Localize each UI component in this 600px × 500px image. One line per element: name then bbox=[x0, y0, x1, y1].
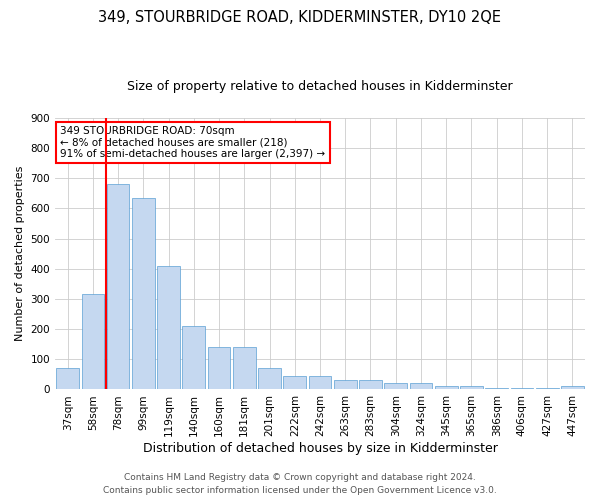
Bar bbox=[334, 380, 356, 390]
Text: 349 STOURBRIDGE ROAD: 70sqm
← 8% of detached houses are smaller (218)
91% of sem: 349 STOURBRIDGE ROAD: 70sqm ← 8% of deta… bbox=[61, 126, 325, 159]
Text: 349, STOURBRIDGE ROAD, KIDDERMINSTER, DY10 2QE: 349, STOURBRIDGE ROAD, KIDDERMINSTER, DY… bbox=[98, 10, 502, 25]
Bar bbox=[208, 347, 230, 390]
Bar bbox=[485, 388, 508, 390]
Y-axis label: Number of detached properties: Number of detached properties bbox=[15, 166, 25, 342]
Text: Contains HM Land Registry data © Crown copyright and database right 2024.
Contai: Contains HM Land Registry data © Crown c… bbox=[103, 474, 497, 495]
Bar bbox=[233, 347, 256, 390]
Bar bbox=[132, 198, 155, 390]
Bar bbox=[536, 388, 559, 390]
Bar bbox=[157, 266, 180, 390]
Bar bbox=[82, 294, 104, 390]
Bar bbox=[283, 376, 306, 390]
Bar bbox=[56, 368, 79, 390]
Bar bbox=[460, 386, 483, 390]
Bar bbox=[258, 368, 281, 390]
Bar bbox=[511, 388, 533, 390]
Bar bbox=[308, 376, 331, 390]
Bar bbox=[410, 384, 433, 390]
Title: Size of property relative to detached houses in Kidderminster: Size of property relative to detached ho… bbox=[127, 80, 513, 93]
Bar bbox=[561, 386, 584, 390]
X-axis label: Distribution of detached houses by size in Kidderminster: Distribution of detached houses by size … bbox=[143, 442, 497, 455]
Bar bbox=[107, 184, 130, 390]
Bar bbox=[435, 386, 458, 390]
Bar bbox=[385, 384, 407, 390]
Bar bbox=[359, 380, 382, 390]
Bar bbox=[182, 326, 205, 390]
